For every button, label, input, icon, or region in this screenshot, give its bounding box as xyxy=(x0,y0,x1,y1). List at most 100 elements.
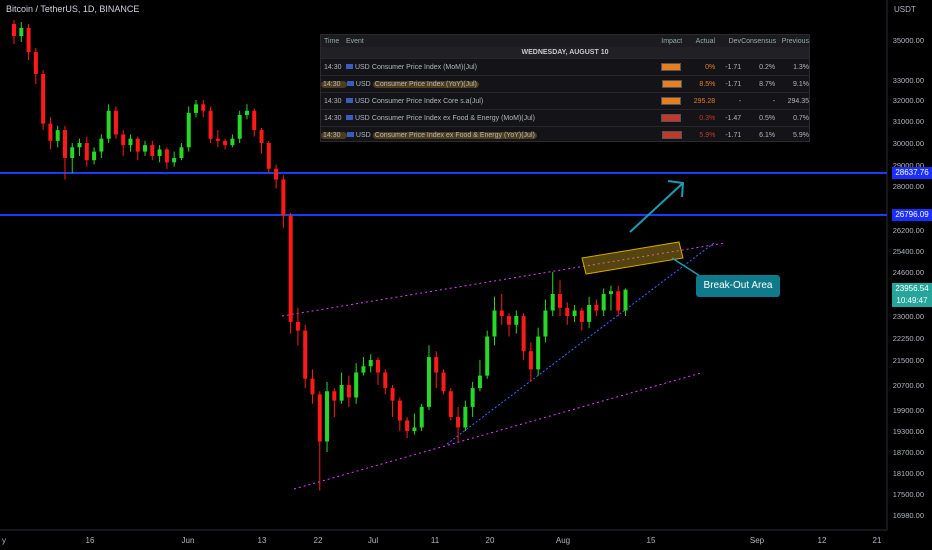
y-tick-label: 28000.00 xyxy=(893,182,924,191)
impact-bar xyxy=(661,131,682,139)
col-impact: Impact xyxy=(661,37,683,45)
candle xyxy=(397,397,402,431)
candle xyxy=(441,369,446,395)
candles xyxy=(12,20,628,491)
y-tick-label: 16980.00 xyxy=(893,511,924,520)
calendar-rows: 14:30 USD Consumer Price Index (MoM)(Jul) 0… xyxy=(321,58,809,143)
row-impact xyxy=(661,80,690,88)
col-actual: Actual xyxy=(695,37,716,45)
row-event: Consumer Price Index Core s.a(Jul) xyxy=(371,97,484,105)
candle xyxy=(295,307,300,346)
candle xyxy=(157,145,162,163)
economic-calendar: Time Event Impact Actual Dev Consensus P… xyxy=(320,34,810,142)
candle xyxy=(514,310,519,334)
y-tick-label: 25400.00 xyxy=(893,247,924,256)
row-time: 14:30 xyxy=(324,114,342,122)
candle xyxy=(164,147,169,169)
row-consensus: 0.2% xyxy=(759,63,776,71)
y-axis: USDT 35000.00 33000.00 32000.00 31000.00 3000… xyxy=(886,0,924,530)
y-tick-label: 19300.00 xyxy=(893,427,924,436)
candle xyxy=(492,296,497,346)
x-tick-label: Jun xyxy=(182,536,195,545)
candle xyxy=(33,48,38,84)
row-actual: 0.3% xyxy=(699,114,716,122)
candle xyxy=(230,134,235,148)
candle xyxy=(325,381,330,452)
breakout-area-label: Break-Out Area xyxy=(696,275,780,297)
y-tick-label: 23000.00 xyxy=(893,312,924,321)
candle xyxy=(463,400,468,431)
candle xyxy=(215,130,220,148)
y-tick-label: 18700.00 xyxy=(893,448,924,457)
candle xyxy=(572,305,577,322)
calendar-row: 14:30 USD Consumer Price Index (MoM)(Jul) 0… xyxy=(321,58,809,75)
y-tick-label: 35000.00 xyxy=(893,36,924,45)
x-tick-label: Aug xyxy=(556,536,570,545)
x-tick-label: Jul xyxy=(368,536,378,545)
candle xyxy=(99,134,104,159)
col-dev: Dev xyxy=(728,37,742,45)
candle xyxy=(601,288,606,316)
candle xyxy=(128,134,133,152)
candle xyxy=(536,327,541,376)
candle xyxy=(19,22,24,42)
us-flag-icon xyxy=(346,81,354,87)
candle xyxy=(12,20,16,44)
row-previous: 294.35 xyxy=(787,97,810,105)
candle xyxy=(528,342,533,382)
candle xyxy=(274,164,279,189)
candle xyxy=(41,70,46,131)
row-dev: -1.71 xyxy=(725,63,742,71)
row-previous: 9.1% xyxy=(793,80,809,88)
candle xyxy=(587,296,592,328)
row-consensus: 0.5% xyxy=(759,114,776,122)
y-tick-label: 17500.00 xyxy=(893,490,924,499)
row-time: 14:30 xyxy=(321,80,347,88)
x-axis: y 16 Jun 13 22 Jul 11 20 Aug 15 Sep 12 21 xyxy=(0,529,887,545)
candle xyxy=(623,288,628,316)
candle xyxy=(186,106,191,152)
row-actual: 8.5% xyxy=(699,80,716,88)
candle xyxy=(77,138,82,156)
candle xyxy=(281,175,286,228)
col-consensus: Consensus xyxy=(741,37,777,45)
row-consensus: 6.1% xyxy=(759,131,776,139)
x-tick-label: 11 xyxy=(431,536,440,545)
current-price-tag: 23956.54 xyxy=(892,283,932,295)
row-time: 14:30 xyxy=(324,97,342,105)
row-currency: USD xyxy=(346,132,373,139)
row-previous: 1.3% xyxy=(793,63,810,71)
x-tick-label: 22 xyxy=(314,536,323,545)
candle xyxy=(521,313,526,360)
candle xyxy=(448,388,453,421)
us-flag-icon xyxy=(346,132,354,138)
candle xyxy=(208,106,213,143)
candle xyxy=(237,110,242,143)
row-impact xyxy=(661,97,689,105)
x-tick-label: 21 xyxy=(873,536,882,545)
row-actual: 295.28 xyxy=(693,97,716,105)
level-price-tag: 28637.76 xyxy=(892,167,932,179)
calendar-row: 14:30 USD Consumer Price Index Core s.a(Ju… xyxy=(321,92,809,109)
row-impact xyxy=(661,63,689,71)
candle xyxy=(405,417,410,438)
impact-bar xyxy=(661,63,682,71)
x-tick-label: 15 xyxy=(647,536,656,545)
impact-bar xyxy=(661,80,682,88)
row-consensus: 8.7% xyxy=(759,80,776,88)
calendar-row: 14:30 USD Consumer Price Index ex Food & E… xyxy=(321,126,809,143)
row-event: Consumer Price Index (YoY)(Jul) xyxy=(372,80,479,88)
calendar-date: WEDNESDAY, AUGUST 10 xyxy=(321,47,809,58)
y-tick-label: 33000.00 xyxy=(893,76,924,85)
candle xyxy=(310,369,315,404)
candle xyxy=(339,372,344,404)
candle xyxy=(121,130,126,156)
x-tick-label: Sep xyxy=(750,536,765,545)
bar-countdown-tag: 10:49:47 xyxy=(892,295,932,307)
candle xyxy=(84,136,89,167)
impact-bar xyxy=(661,97,682,105)
candle xyxy=(383,369,388,395)
price-levels xyxy=(0,172,887,216)
candle xyxy=(543,299,548,343)
